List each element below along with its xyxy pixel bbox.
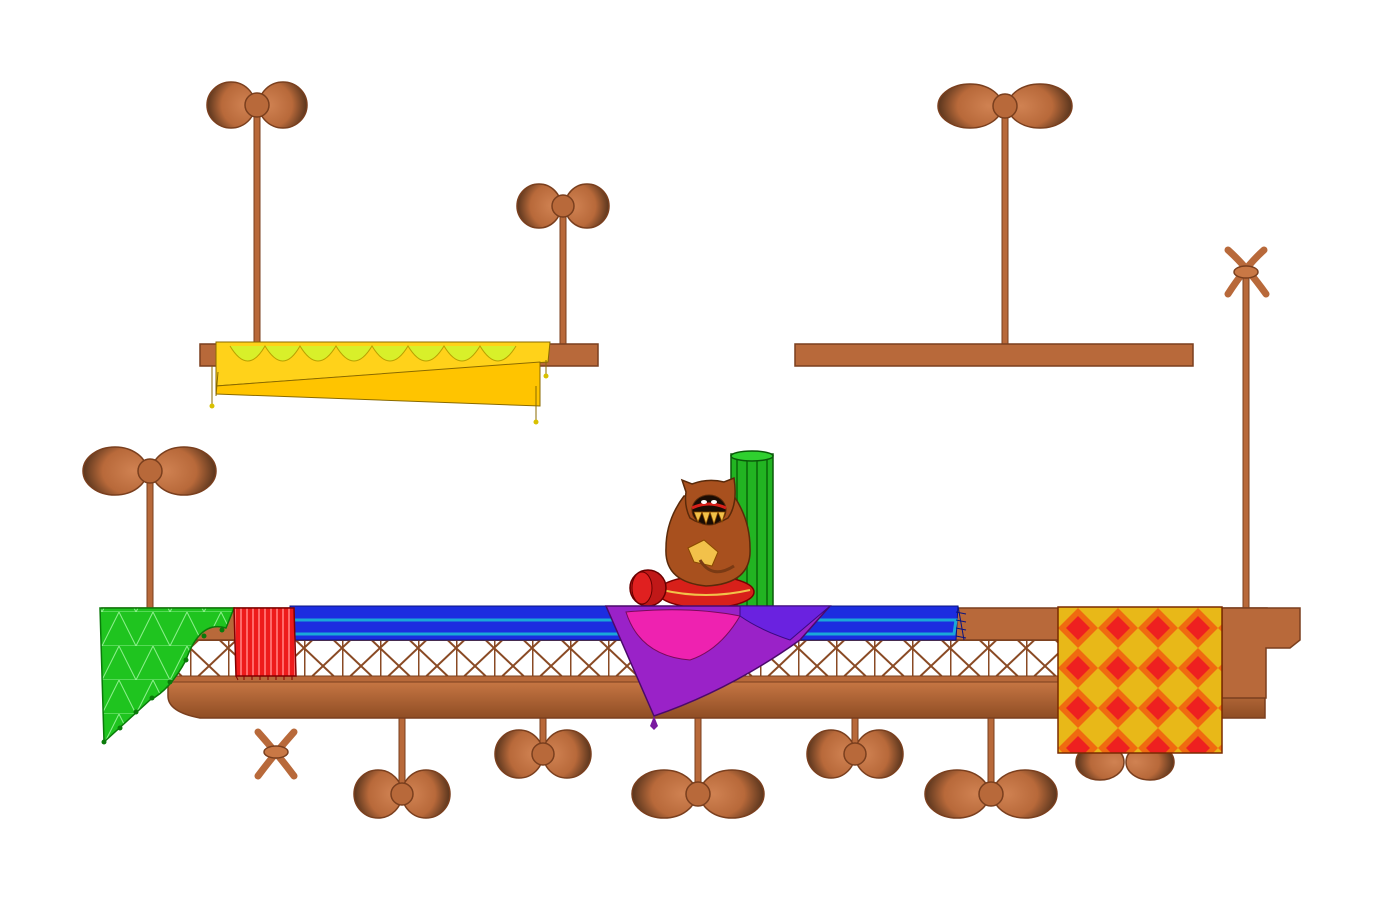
propeller-icon: [924, 717, 1058, 819]
argyle-checker-rug: [1057, 606, 1223, 754]
right-floating-platform: [794, 343, 1194, 367]
propeller-icon: [82, 446, 217, 611]
propeller-icon: [206, 81, 308, 345]
yellow-lemon-rug: [209, 341, 551, 425]
propeller-icon: [631, 717, 765, 819]
red-striped-rug: [233, 607, 297, 681]
propeller-icon: [494, 717, 592, 779]
propeller-icon: [516, 183, 610, 345]
propeller-icon: [806, 717, 904, 779]
propeller-icon: [353, 717, 451, 819]
propeller-icon: [937, 83, 1073, 345]
hooded-creature-character: [629, 476, 755, 609]
green-triangle-rug: [99, 607, 236, 745]
rotor-icon: [1224, 246, 1270, 611]
rotor-icon: [254, 728, 298, 780]
purple-fold-rug: [604, 605, 832, 730]
